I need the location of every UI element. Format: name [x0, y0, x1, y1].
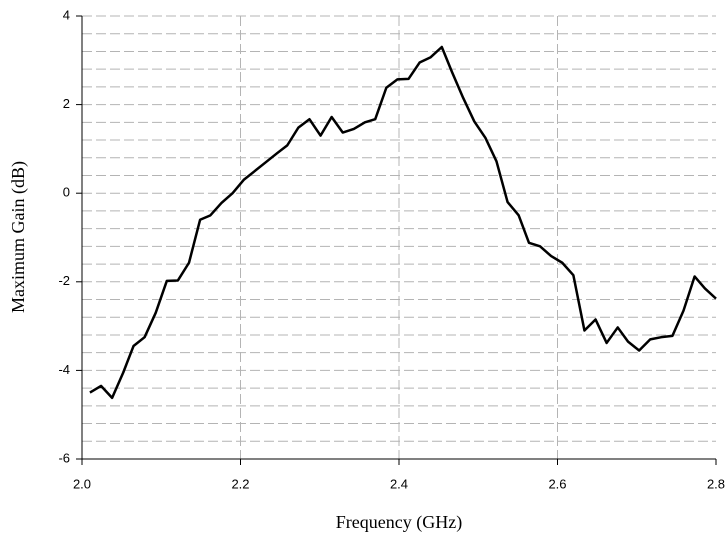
x-tick-label: 2.2: [231, 476, 249, 491]
y-axis-title: Maximum Gain (dB): [8, 161, 29, 313]
data-line: [89, 45, 717, 400]
y-tick-label: 4: [63, 7, 70, 22]
y-tick-label: 2: [63, 96, 70, 111]
x-axis-title: Frequency (GHz): [336, 512, 462, 533]
y-tick-label: -4: [58, 362, 70, 377]
y-tick-label: 0: [63, 185, 70, 200]
x-tick-label: 2.0: [73, 476, 91, 491]
x-tick-label: 2.4: [390, 476, 408, 491]
x-tick-label: 2.6: [548, 476, 566, 491]
y-tick-label: -6: [58, 450, 70, 465]
x-tick-label: 2.8: [707, 476, 725, 491]
y-tick-label: -2: [58, 273, 70, 288]
